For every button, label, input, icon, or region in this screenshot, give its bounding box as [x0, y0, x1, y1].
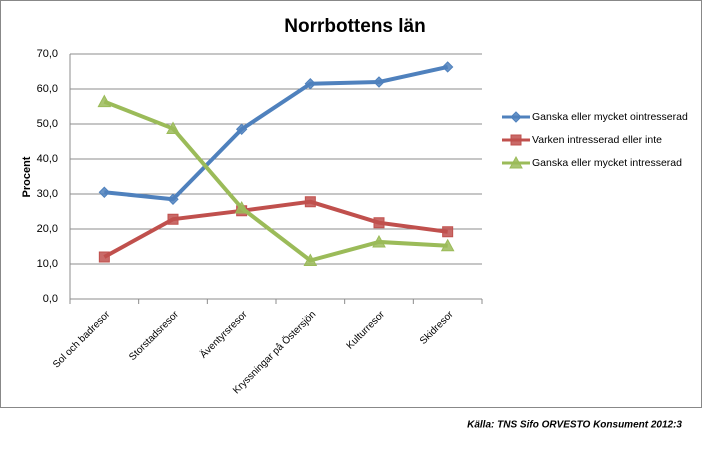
data-point [98, 251, 110, 263]
series-line [103, 199, 448, 259]
chart-title: Norrbottens län [284, 16, 425, 37]
chart-border [0, 0, 702, 408]
legend-label: Ganska eller mycket intresserad [532, 157, 682, 169]
legend-marker [510, 111, 522, 123]
data-point [373, 76, 385, 88]
data-point [167, 213, 179, 225]
data-point [441, 61, 454, 73]
y-tick-label: 40,0 [37, 153, 58, 165]
y-tick-label: 20,0 [37, 223, 58, 235]
data-point [372, 234, 386, 248]
data-point [98, 186, 111, 198]
data-point [235, 123, 248, 135]
y-tick-label: 0,0 [43, 293, 58, 305]
legend-marker [510, 134, 522, 146]
data-point [304, 196, 316, 208]
data-point [234, 200, 249, 214]
y-axis-label: Procent [21, 156, 33, 197]
series-line [103, 99, 448, 263]
y-tick-label: 10,0 [37, 258, 58, 270]
legend-marker [509, 155, 523, 169]
data-point [166, 121, 180, 135]
y-tick-label: 70,0 [37, 48, 58, 60]
data-point [304, 78, 317, 90]
y-tick-label: 50,0 [37, 118, 58, 130]
y-tick-label: 60,0 [37, 83, 58, 95]
data-point [442, 226, 454, 238]
y-tick-label: 30,0 [37, 188, 58, 200]
legend-label: Ganska eller mycket ointresserad [532, 111, 688, 123]
data-point [373, 217, 385, 229]
data-point [303, 253, 318, 266]
data-point [167, 193, 179, 205]
legend-label: Varken intresserad eller inte [532, 134, 662, 146]
data-point [440, 238, 455, 252]
series-line [104, 64, 449, 202]
source-note: Källa: TNS Sifo ORVESTO Konsument 2012:3 [467, 420, 682, 431]
data-point [97, 94, 112, 108]
